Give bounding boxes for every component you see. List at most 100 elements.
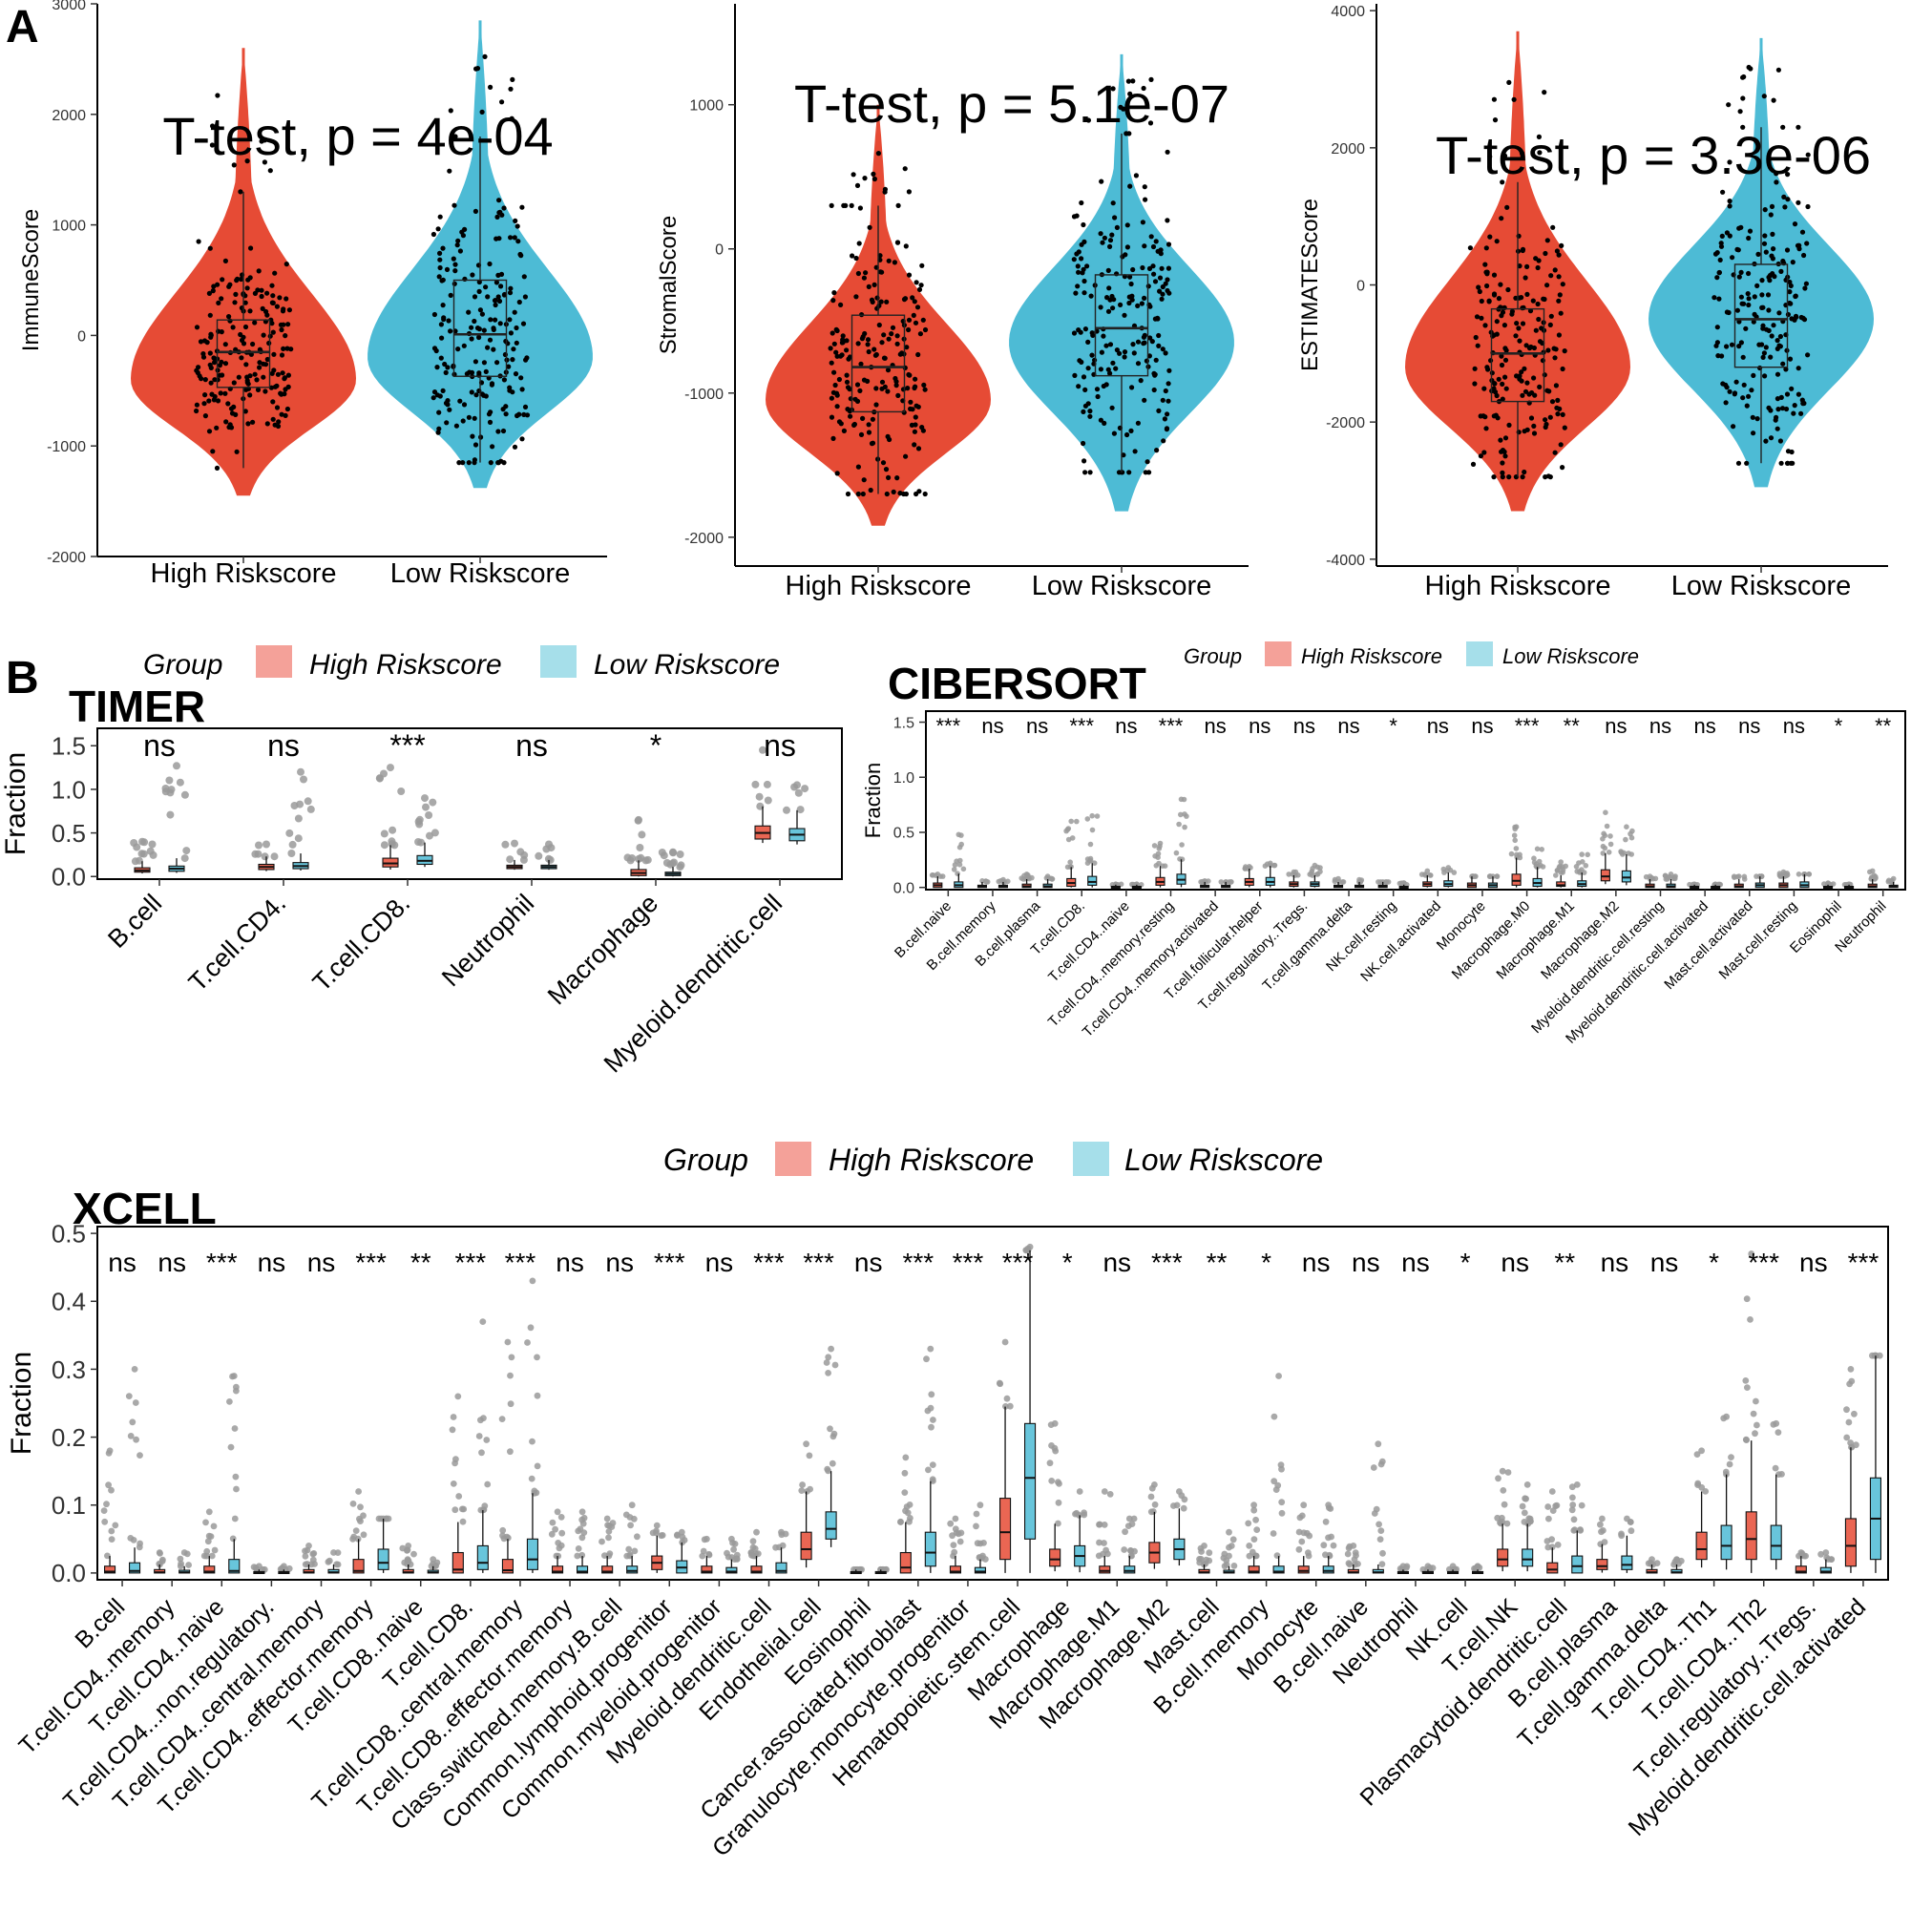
x-tick-label: High Riskscore (151, 558, 337, 589)
outlier-point (1295, 1545, 1303, 1553)
data-point (244, 285, 250, 291)
data-point (284, 296, 289, 302)
outlier-point (952, 862, 958, 868)
data-point (1513, 295, 1519, 301)
data-point (462, 226, 468, 232)
outlier-point (1599, 1515, 1606, 1522)
outlier-point (1104, 1550, 1111, 1558)
outlier-point (956, 1538, 964, 1545)
data-point (441, 315, 447, 321)
outlier-point (1519, 1502, 1526, 1510)
outlier-point (635, 854, 643, 863)
data-point (1165, 218, 1170, 223)
outlier-point (1585, 851, 1590, 858)
data-point (855, 464, 862, 470)
outlier-point (825, 1370, 831, 1376)
legend-key-high (256, 645, 292, 678)
outlier-point (135, 856, 143, 865)
outlier-point (202, 1519, 209, 1526)
outlier-point (507, 1400, 514, 1408)
data-point (1729, 342, 1735, 347)
outlier-points (598, 1515, 617, 1560)
outlier-point (928, 1391, 935, 1398)
plot-frame (96, 727, 843, 880)
data-point (1107, 297, 1113, 303)
data-point (1771, 323, 1776, 328)
data-point (1751, 319, 1756, 325)
data-point (1788, 301, 1794, 306)
data-point (1558, 442, 1564, 448)
x-tick-label: NK.cell.activated (1357, 898, 1444, 985)
significance-label: ns (1102, 1248, 1131, 1277)
outlier-point (112, 1522, 119, 1529)
data-point (848, 413, 853, 419)
outlier-point (106, 1447, 114, 1455)
significance-label: ns (108, 1248, 136, 1277)
outlier-point (902, 1454, 910, 1461)
data-point (277, 295, 283, 301)
data-point (1792, 403, 1797, 409)
data-point (1165, 149, 1170, 155)
data-point (1528, 344, 1534, 350)
box-low (228, 1559, 241, 1574)
data-point (1492, 117, 1499, 123)
outlier-point (426, 831, 433, 840)
data-point (897, 351, 903, 357)
data-point (1763, 249, 1769, 255)
data-point (832, 382, 838, 388)
outlier-point (1544, 1503, 1552, 1510)
outlier-point (1540, 864, 1546, 870)
outlier-point (829, 1460, 836, 1467)
data-point (912, 429, 918, 434)
data-point (1130, 78, 1136, 84)
box-low (1087, 875, 1098, 886)
outlier-point (452, 1456, 459, 1463)
outlier-point (1005, 878, 1011, 885)
outlier-points (1843, 1366, 1859, 1451)
data-point (918, 283, 924, 288)
data-point (1762, 207, 1768, 213)
data-point (1796, 366, 1801, 371)
data-point (524, 412, 531, 418)
data-point (228, 425, 235, 430)
outlier-point (823, 1359, 830, 1366)
data-point (863, 270, 869, 276)
box-low (1571, 1555, 1584, 1574)
data-point (868, 487, 873, 494)
data-point (1754, 416, 1760, 422)
data-point (252, 290, 258, 296)
outlier-points (1376, 879, 1392, 885)
data-point (1140, 220, 1145, 225)
data-point (894, 341, 900, 346)
outlier-point (1726, 1460, 1733, 1468)
data-point (438, 355, 444, 361)
significance-label: ns (1694, 714, 1716, 738)
outlier-point (1250, 1536, 1258, 1543)
data-point (1746, 270, 1752, 277)
outlier-point (380, 830, 388, 838)
y-axis-label: ESTIMATEScore (1297, 199, 1323, 371)
data-point (502, 351, 509, 358)
data-point (226, 284, 232, 289)
data-point (1724, 230, 1730, 236)
data-point (1499, 216, 1504, 221)
outlier-point (1548, 1544, 1556, 1551)
outlier-point (1096, 1521, 1103, 1528)
outlier-point (1048, 1442, 1055, 1449)
outlier-point (1744, 1384, 1751, 1391)
data-point (1522, 366, 1527, 371)
legend-label-high: High Riskscore (309, 649, 502, 681)
data-point (242, 300, 248, 305)
data-point (1720, 189, 1726, 195)
data-point (234, 449, 240, 454)
outlier-point (232, 1473, 240, 1480)
data-point (518, 375, 524, 381)
data-point (281, 346, 286, 351)
significance-label: *** (654, 1248, 685, 1277)
data-point (1734, 307, 1740, 313)
outlier-point (1245, 1520, 1252, 1527)
outlier-point (450, 1414, 457, 1420)
data-point (523, 357, 529, 363)
data-point (206, 429, 213, 434)
data-point (850, 172, 856, 178)
